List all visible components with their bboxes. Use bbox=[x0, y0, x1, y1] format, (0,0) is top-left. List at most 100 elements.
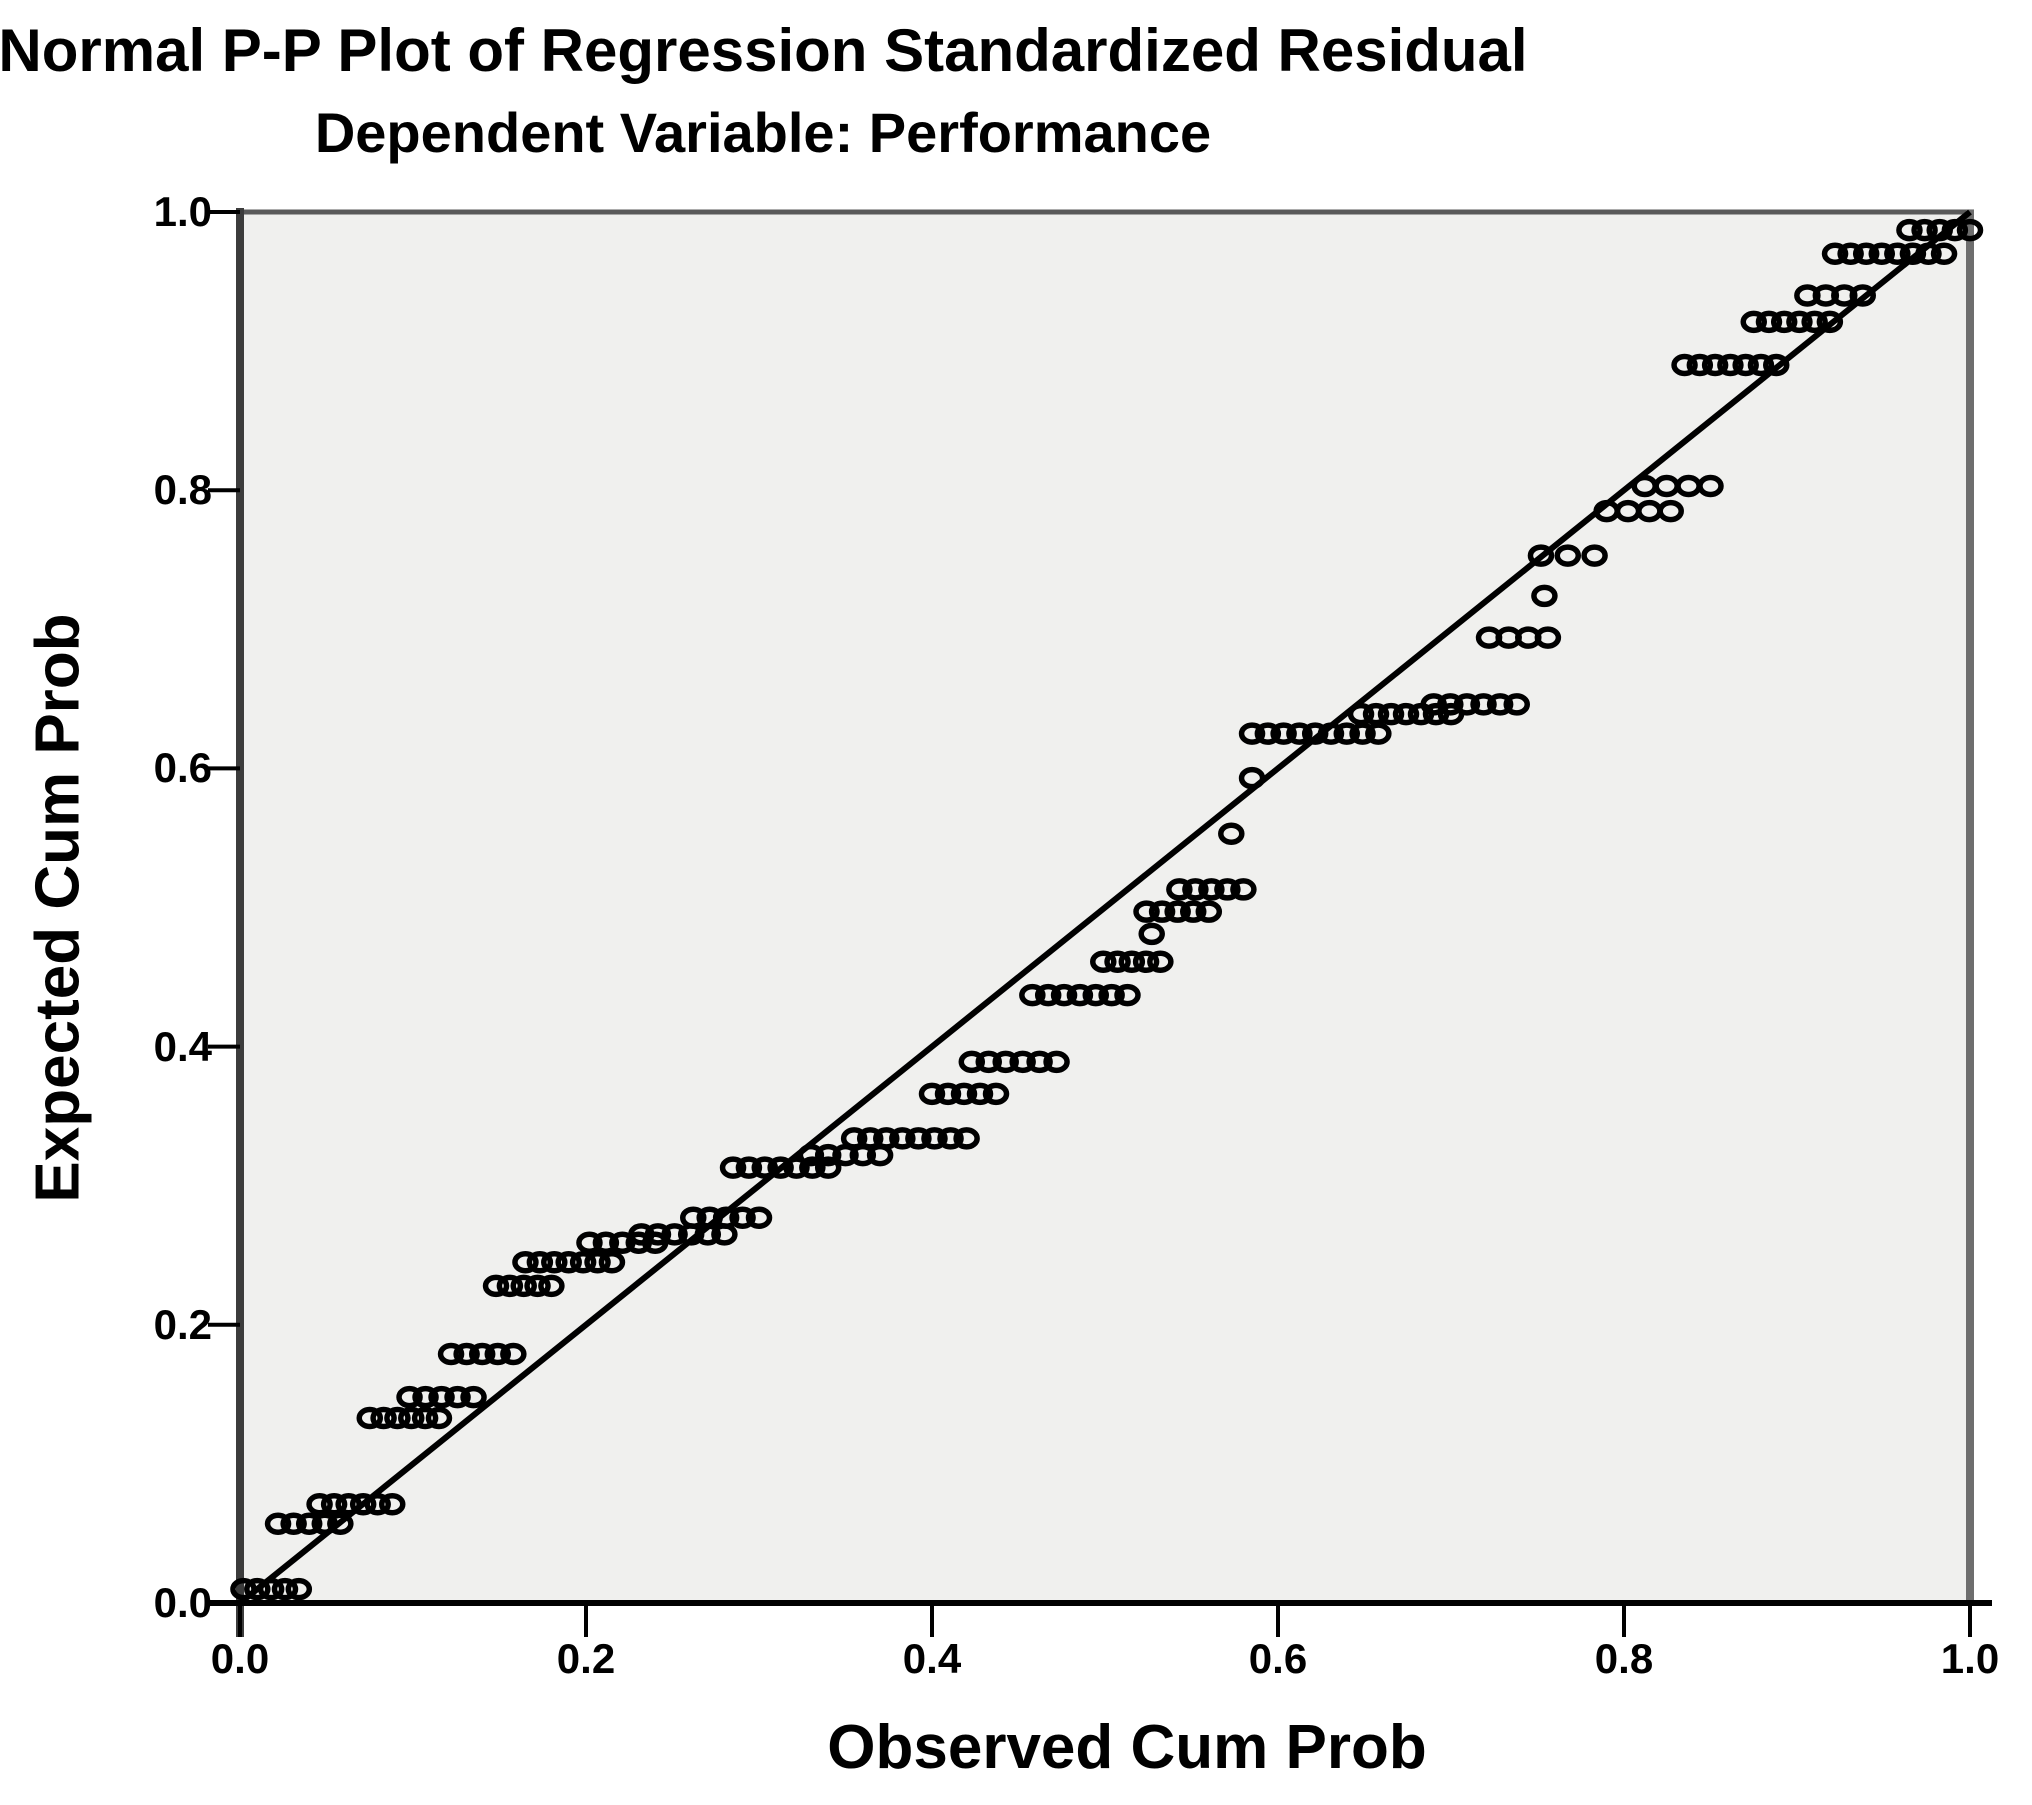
y-tick-label: 0.2 bbox=[153, 1300, 212, 1348]
data-point bbox=[327, 1512, 354, 1535]
x-tick-label: 0.4 bbox=[902, 1635, 962, 1682]
data-point bbox=[512, 1250, 539, 1274]
data-point bbox=[592, 1231, 620, 1254]
data-point bbox=[1816, 310, 1844, 334]
data-point bbox=[1198, 878, 1225, 901]
data-point bbox=[1392, 702, 1420, 726]
data-point bbox=[271, 1577, 299, 1601]
data-point bbox=[598, 1250, 626, 1274]
data-point bbox=[244, 1577, 271, 1601]
data-point bbox=[311, 1512, 339, 1535]
data-point bbox=[1164, 900, 1191, 923]
data-point bbox=[1486, 693, 1514, 716]
data-point bbox=[1941, 218, 1969, 242]
data-point bbox=[1214, 878, 1241, 901]
data-point bbox=[1657, 499, 1684, 523]
data-point bbox=[576, 1231, 603, 1254]
data-point bbox=[1082, 983, 1110, 1007]
data-point bbox=[1420, 693, 1447, 716]
data-point bbox=[306, 1492, 333, 1516]
data-point bbox=[364, 1492, 391, 1516]
reference-line bbox=[238, 209, 1972, 1606]
data-point bbox=[840, 1127, 868, 1150]
data-point bbox=[538, 1274, 565, 1298]
chart-title: Normal P-P Plot of Regression Standardiz… bbox=[0, 17, 1528, 84]
data-point bbox=[1118, 950, 1146, 973]
data-point bbox=[1362, 702, 1390, 726]
data-point bbox=[1554, 544, 1582, 567]
data-point bbox=[1717, 353, 1744, 377]
data-point bbox=[425, 1406, 453, 1430]
data-point bbox=[680, 1206, 707, 1229]
data-point bbox=[1333, 722, 1361, 745]
data-point bbox=[1786, 310, 1813, 334]
x-tick-label: 0.2 bbox=[556, 1635, 616, 1682]
data-point bbox=[1133, 900, 1160, 923]
data-point bbox=[1254, 722, 1282, 745]
data-point bbox=[1147, 950, 1174, 973]
data-point bbox=[1732, 353, 1759, 377]
data-point bbox=[1437, 693, 1464, 716]
data-point bbox=[934, 1082, 962, 1106]
data-point bbox=[1470, 693, 1497, 716]
data-point bbox=[1034, 983, 1062, 1007]
data-point bbox=[1195, 900, 1223, 923]
data-point bbox=[783, 1156, 810, 1179]
data-point bbox=[584, 1250, 611, 1274]
data-point bbox=[856, 1127, 884, 1150]
data-point bbox=[1686, 353, 1714, 377]
y-tick-label: 0.4 bbox=[153, 1022, 212, 1070]
data-point bbox=[905, 1127, 932, 1150]
y-tick-label: 0.0 bbox=[153, 1579, 212, 1626]
data-point bbox=[797, 1143, 825, 1167]
data-point bbox=[661, 1223, 688, 1246]
data-point bbox=[644, 1223, 672, 1246]
data-point bbox=[1019, 983, 1046, 1007]
data-point bbox=[1238, 766, 1266, 790]
data-point bbox=[975, 1050, 1002, 1074]
data-point bbox=[1837, 242, 1864, 265]
data-point bbox=[1755, 310, 1783, 334]
data-point bbox=[1527, 544, 1555, 567]
y-tick-label: 0.6 bbox=[153, 744, 212, 792]
data-point bbox=[1868, 242, 1896, 265]
data-point bbox=[356, 1406, 383, 1430]
data-point bbox=[510, 1274, 537, 1298]
data-point bbox=[1182, 878, 1209, 901]
data-point bbox=[1740, 310, 1767, 334]
data-point bbox=[398, 1406, 425, 1430]
data-point bbox=[1166, 878, 1193, 901]
data-point bbox=[1009, 1050, 1036, 1074]
data-point bbox=[1230, 878, 1257, 901]
data-point bbox=[958, 1050, 986, 1074]
data-point bbox=[280, 1512, 307, 1535]
data-point bbox=[696, 1206, 723, 1229]
x-axis-title: Observed Cum Prob bbox=[827, 1713, 1427, 1782]
data-point bbox=[285, 1577, 313, 1601]
data-point bbox=[1317, 722, 1345, 745]
data-point bbox=[1884, 242, 1911, 265]
data-point bbox=[735, 1156, 763, 1179]
data-point bbox=[1821, 242, 1849, 265]
y-tick-label: 0.8 bbox=[153, 466, 212, 514]
data-point bbox=[1697, 474, 1724, 498]
data-point bbox=[1066, 983, 1094, 1007]
data-point bbox=[1930, 242, 1958, 265]
data-point bbox=[230, 1577, 257, 1601]
data-point bbox=[541, 1250, 568, 1274]
data-point bbox=[1671, 353, 1698, 377]
x-tick-label: 0.8 bbox=[1594, 1635, 1654, 1682]
data-point bbox=[1179, 900, 1207, 923]
data-point bbox=[992, 1050, 1019, 1074]
data-point bbox=[921, 1127, 948, 1150]
data-point bbox=[1503, 693, 1530, 716]
data-point bbox=[982, 1082, 1010, 1106]
data-point bbox=[719, 1156, 747, 1179]
data-point bbox=[1132, 950, 1160, 973]
data-point bbox=[1270, 722, 1297, 745]
data-point bbox=[428, 1385, 455, 1409]
data-point bbox=[378, 1492, 406, 1516]
x-tick-label: 0.0 bbox=[210, 1635, 270, 1682]
data-point bbox=[889, 1127, 916, 1150]
data-point bbox=[370, 1406, 397, 1430]
